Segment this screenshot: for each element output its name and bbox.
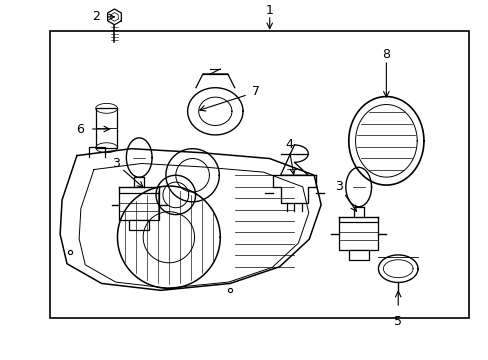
Text: 2: 2 [92, 10, 100, 23]
Text: 8: 8 [382, 48, 389, 61]
Text: 3: 3 [112, 157, 120, 170]
Text: 1: 1 [265, 4, 273, 18]
Bar [119, 193, 159, 220]
Bar [50, 31, 468, 318]
Bar [129, 220, 149, 230]
Text: 6: 6 [76, 122, 83, 135]
Text: 4: 4 [285, 138, 293, 151]
Bar [96, 108, 117, 148]
Bar [348, 250, 368, 260]
Text: 7: 7 [251, 85, 260, 98]
Text: 5: 5 [393, 315, 402, 328]
Bar [338, 222, 378, 250]
Text: 3: 3 [334, 180, 342, 193]
